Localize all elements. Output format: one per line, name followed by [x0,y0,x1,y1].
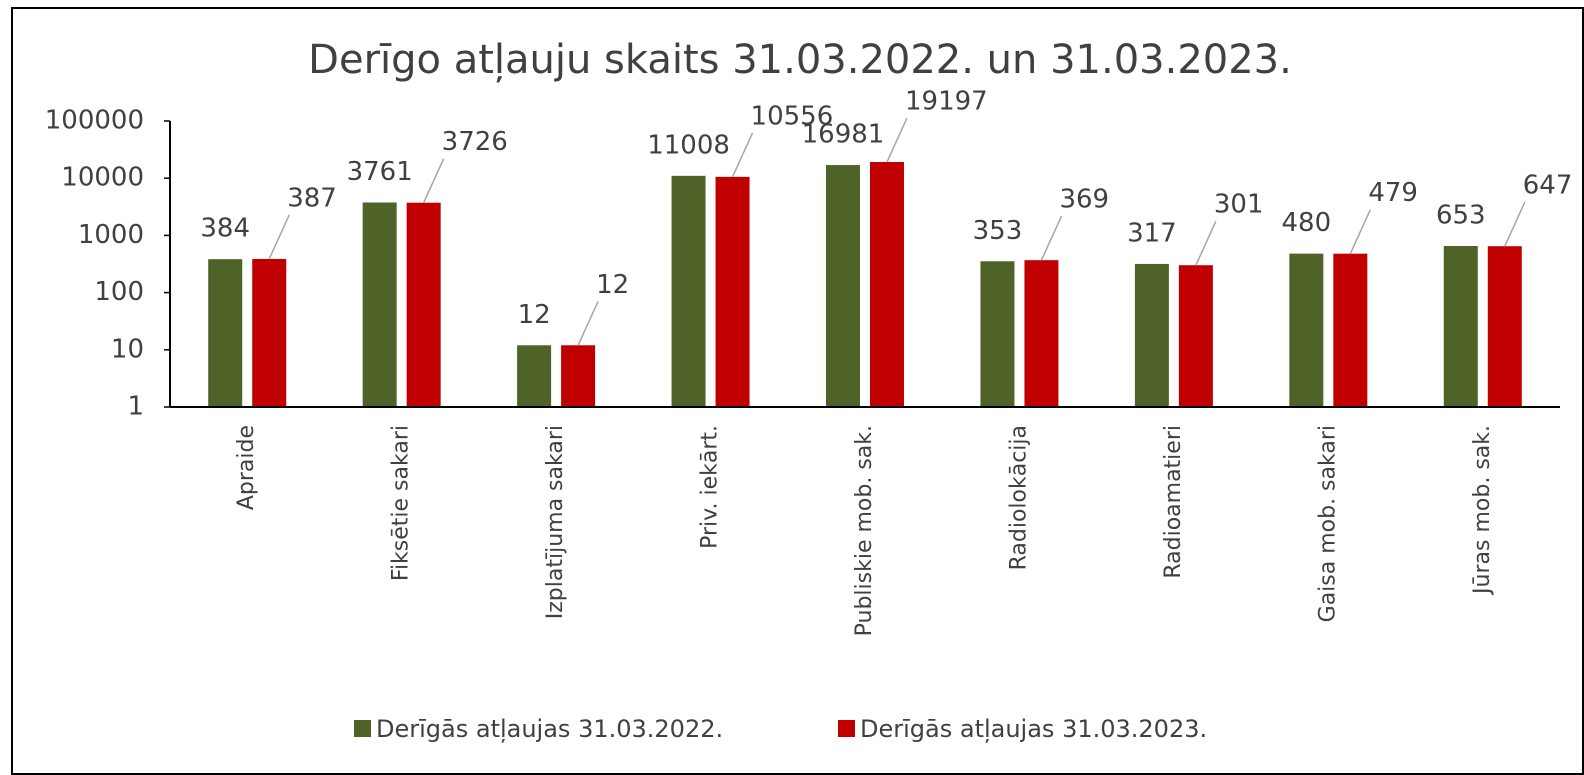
x-tick-label: Apraide [234,425,259,510]
data-label: 387 [287,183,337,213]
bar [1487,246,1522,407]
data-label: 10556 [751,101,834,131]
bar [208,259,243,407]
data-label: 647 [1523,171,1573,201]
x-tick-label: Fiksētie sakari [389,425,414,581]
y-tick-label: 10 [111,334,144,364]
y-tick-label: 10000 [61,163,144,193]
legend-swatch [354,720,371,737]
bar [1178,265,1213,407]
y-tick-label: 100000 [45,106,144,136]
y-tick-label: 100 [94,277,144,307]
x-tick-label: Jūras mob. sak. [1470,425,1495,596]
bar [870,161,904,407]
data-label: 301 [1214,190,1264,220]
data-label: 479 [1368,178,1418,208]
legend-label: Derīgās atļaujas 31.03.2022. [376,715,723,743]
bar [406,202,441,407]
data-label: 653 [1436,200,1486,230]
data-label: 317 [1127,218,1177,248]
bar [826,165,860,407]
data-label: 3726 [442,127,508,157]
data-label: 384 [200,214,250,244]
data-label: 16981 [802,120,885,150]
x-tick-label: Radiolokācija [1006,425,1031,570]
bar [715,176,750,407]
leader-line [1040,215,1063,261]
bar [561,345,596,407]
data-label: 19197 [905,86,988,116]
leader-line [1349,209,1372,254]
y-tick-label: 1 [127,392,144,422]
data-label: 480 [1282,208,1332,238]
x-tick-label: Priv. iekārt. [698,425,723,549]
bar [1443,245,1478,407]
leader-line [886,117,908,163]
x-tick-label: Izplatījuma sakari [543,425,568,619]
bar [1024,260,1059,407]
data-label: 369 [1059,185,1109,215]
bar [1289,253,1324,407]
y-tick-label: 1000 [78,220,144,250]
bar [980,261,1015,407]
data-label: 12 [518,300,551,330]
leader-line [731,132,754,178]
data-label: 12 [596,270,629,300]
leader-line [268,214,290,260]
bar [517,345,552,407]
bar [252,258,287,407]
x-tick-label: Gaisa mob. sakari [1315,425,1340,622]
leader-line [577,300,599,346]
leader-line [1504,201,1526,247]
legend-label: Derīgās atļaujas 31.03.2023. [860,715,1207,743]
x-tick-label: Publiskie mob. sak. [852,425,877,636]
data-label: 3761 [347,157,413,187]
leader-line [1195,220,1217,266]
leader-line [422,158,445,204]
x-tick-label: Radioamatieri [1161,425,1186,579]
data-label: 11008 [647,130,730,160]
data-label: 353 [973,216,1023,246]
bar [671,175,706,407]
bar [362,202,397,407]
bar [1333,253,1368,407]
legend-swatch [838,720,855,737]
bar [1134,263,1169,407]
chart-title: Derīgo atļauju skaits 31.03.2022. un 31.… [308,37,1292,83]
